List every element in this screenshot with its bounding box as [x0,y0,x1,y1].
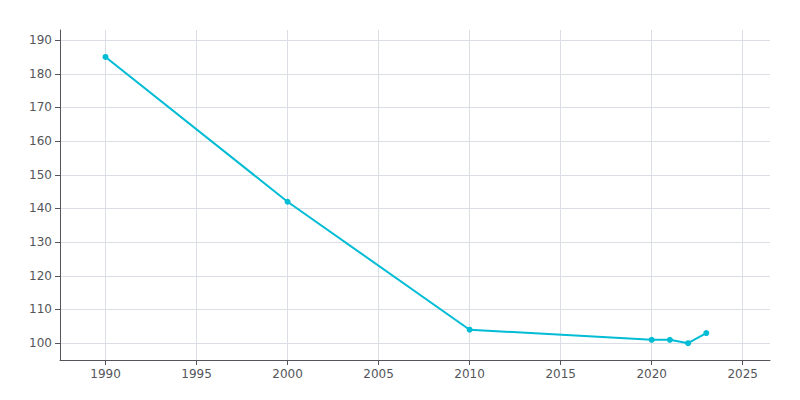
svg-text:1990: 1990 [90,367,121,381]
svg-text:1995: 1995 [181,367,212,381]
svg-text:2000: 2000 [272,367,303,381]
svg-text:100: 100 [29,336,52,350]
svg-text:2010: 2010 [454,367,485,381]
svg-text:120: 120 [29,269,52,283]
svg-text:2025: 2025 [727,367,758,381]
svg-text:130: 130 [29,235,52,249]
svg-text:2015: 2015 [545,367,576,381]
svg-text:150: 150 [29,168,52,182]
svg-text:2020: 2020 [636,367,667,381]
svg-text:2005: 2005 [363,367,394,381]
svg-text:110: 110 [29,302,52,316]
svg-text:160: 160 [29,134,52,148]
svg-text:180: 180 [29,67,52,81]
svg-text:190: 190 [29,33,52,47]
svg-text:170: 170 [29,100,52,114]
svg-text:140: 140 [29,201,52,215]
